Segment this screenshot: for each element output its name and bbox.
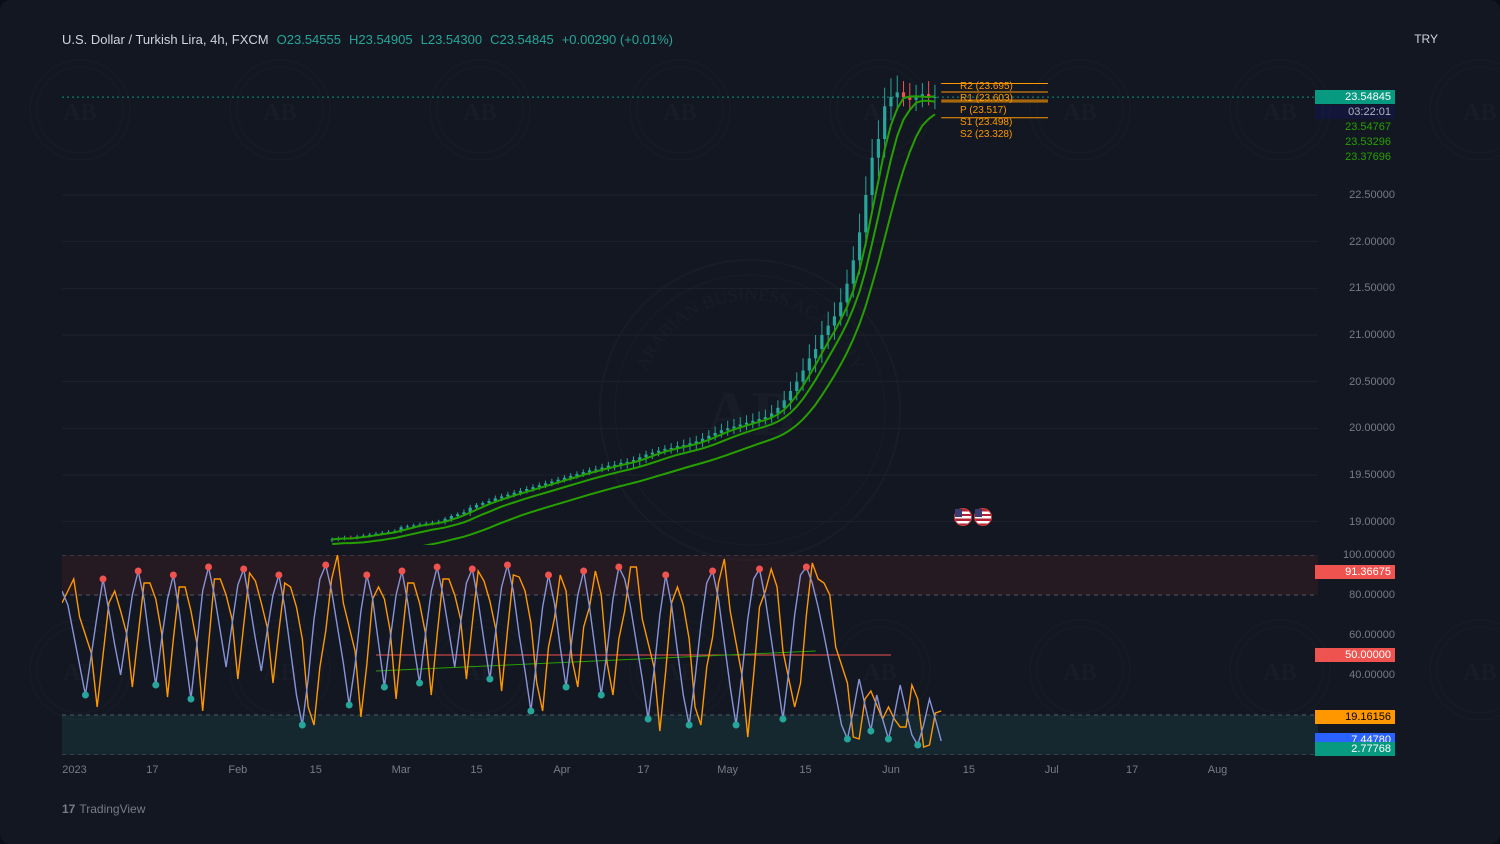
osc-y-tick: 40.00000 xyxy=(1315,669,1395,681)
tradingview-logo-icon: 17 xyxy=(62,802,75,816)
osc-y-tick: 100.00000 xyxy=(1315,549,1395,561)
osc-y-tick: 80.00000 xyxy=(1315,589,1395,601)
price-badge: 23.54845 xyxy=(1315,90,1395,104)
x-tick: 15 xyxy=(470,764,482,776)
osc-badge: 2.77768 xyxy=(1315,742,1395,756)
price-chart-pane[interactable] xyxy=(62,55,1318,545)
oscillator-pane[interactable] xyxy=(62,555,1318,755)
x-tick: Jun xyxy=(882,764,900,776)
price-y-tick: 22.00000 xyxy=(1315,236,1395,248)
osc-badge: 91.36675 xyxy=(1315,565,1395,579)
event-flag-icons[interactable] xyxy=(954,508,992,526)
x-tick: 17 xyxy=(1126,764,1138,776)
osc-y-tick: 60.00000 xyxy=(1315,629,1395,641)
oscillator-y-axis[interactable]: 40.0000060.0000080.00000100.0000091.3667… xyxy=(1315,555,1395,755)
x-tick: May xyxy=(717,764,738,776)
price-badge: 03:22:01 xyxy=(1315,105,1395,119)
price-badge: 23.37696 xyxy=(1315,150,1395,164)
price-y-tick: 20.00000 xyxy=(1315,422,1395,434)
x-tick: Mar xyxy=(392,764,411,776)
price-y-tick: 20.50000 xyxy=(1315,376,1395,388)
svg-text:AB: AB xyxy=(1463,100,1496,126)
price-y-tick: 21.50000 xyxy=(1315,282,1395,294)
chart-header: U.S. Dollar / Turkish Lira, 4h, FXCM O23… xyxy=(62,32,673,47)
x-tick: 15 xyxy=(799,764,811,776)
us-flag-icon[interactable] xyxy=(974,508,992,526)
x-tick: 15 xyxy=(963,764,975,776)
pivot-label: S1 (23.498) xyxy=(960,117,1013,129)
price-y-tick: 19.50000 xyxy=(1315,469,1395,481)
osc-badge: 19.16156 xyxy=(1315,710,1395,724)
x-tick: 17 xyxy=(146,764,158,776)
x-tick: 2023 xyxy=(62,764,86,776)
us-flag-icon[interactable] xyxy=(954,508,972,526)
x-tick: Jul xyxy=(1045,764,1059,776)
x-tick: Apr xyxy=(553,764,570,776)
x-tick: Feb xyxy=(228,764,247,776)
price-badge: 23.53296 xyxy=(1315,135,1395,149)
tradingview-text: TradingView xyxy=(79,802,145,816)
price-chart-svg xyxy=(62,55,1318,545)
oscillator-svg xyxy=(62,555,1318,755)
pivot-label: P (23.517) xyxy=(960,105,1013,117)
pivot-label: R1 (23.603) xyxy=(960,93,1013,105)
pivot-point-labels: R2 (23.695)R1 (23.603)P (23.517)S1 (23.4… xyxy=(960,81,1013,141)
x-tick: 17 xyxy=(637,764,649,776)
currency-label: TRY xyxy=(1414,32,1438,46)
tradingview-branding[interactable]: 17 TradingView xyxy=(62,802,145,816)
price-badge: 23.54767 xyxy=(1315,120,1395,134)
chart-container: U.S. Dollar / Turkish Lira, 4h, FXCM O23… xyxy=(0,0,1500,844)
change-value: +0.00290 (+0.01%) xyxy=(562,32,673,47)
price-y-tick: 19.00000 xyxy=(1315,516,1395,528)
price-y-tick: 22.50000 xyxy=(1315,189,1395,201)
symbol-title[interactable]: U.S. Dollar / Turkish Lira, 4h, FXCM xyxy=(62,32,269,47)
svg-text:AB: AB xyxy=(1463,660,1496,686)
x-tick: Aug xyxy=(1208,764,1228,776)
price-y-axis[interactable]: 19.00000 19.50000 20.00000 20.50000 21.00000… xyxy=(1315,55,1395,545)
osc-badge: 50.00000 xyxy=(1315,648,1395,662)
time-x-axis[interactable]: 2023 17 Feb 15 Mar 15 Apr 17 May 15 Jun 15 Jul 17 Aug xyxy=(62,764,1318,784)
pivot-label: R2 (23.695) xyxy=(960,81,1013,93)
pivot-label: S2 (23.328) xyxy=(960,129,1013,141)
price-y-tick: 21.00000 xyxy=(1315,329,1395,341)
x-tick: 15 xyxy=(310,764,322,776)
